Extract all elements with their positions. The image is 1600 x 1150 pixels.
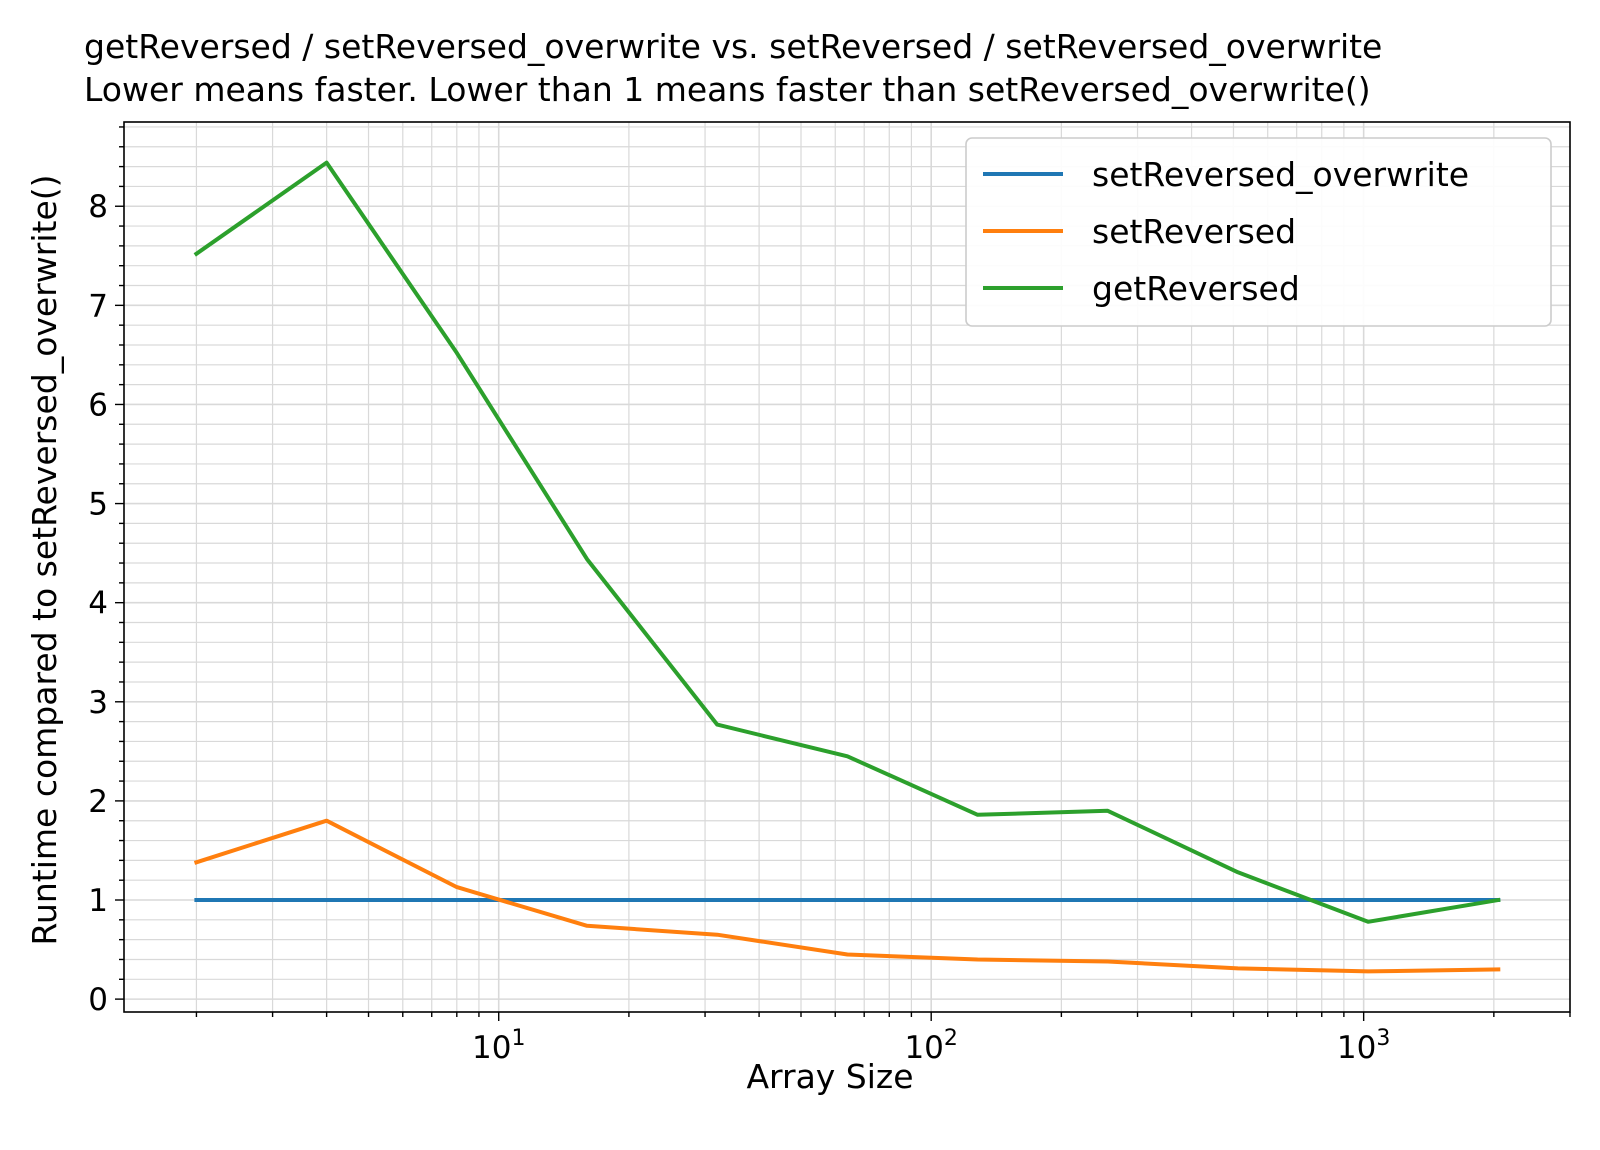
plot-frame: [123, 121, 1571, 1013]
y-tick-label: 3: [88, 685, 108, 721]
x-tick-label: 103: [1337, 1026, 1390, 1066]
x-axis-label: Array Size: [746, 1057, 913, 1096]
y-tick-label: 7: [88, 288, 108, 324]
y-tick-label: 1: [88, 883, 108, 919]
y-tick-label: 8: [88, 189, 108, 225]
series-line: [193, 818, 1501, 974]
y-tick-label: 0: [88, 982, 108, 1018]
legend-label: setReversed: [1092, 212, 1296, 251]
series-line: [193, 160, 1501, 924]
legend-label: setReversed_overwrite: [1092, 155, 1469, 194]
legend-label: getReversed: [1092, 269, 1300, 308]
x-tick-label: 102: [904, 1026, 957, 1066]
legend: setReversed_overwrite setReversed getRever…: [965, 137, 1552, 327]
y-tick-label: 6: [88, 387, 108, 423]
chart-subtitle: Lower means faster. Lower than 1 means f…: [84, 70, 1371, 109]
axis-ticks: 101 102 103 0 1 2 3 4 5 6 7 8: [88, 126, 1571, 1066]
x-tick-label: 101: [472, 1026, 525, 1066]
legend-box: [965, 137, 1552, 327]
y-axis-label: Runtime compared to setReversed_overwrit…: [25, 174, 64, 945]
chart-title: getReversed / setReversed_overwrite vs. …: [84, 27, 1383, 66]
y-tick-label: 5: [88, 487, 108, 523]
y-tick-label: 2: [88, 784, 108, 820]
y-tick-label: 4: [88, 586, 108, 622]
minor-gridlines: [124, 122, 1571, 1012]
series-lines: [193, 160, 1501, 974]
